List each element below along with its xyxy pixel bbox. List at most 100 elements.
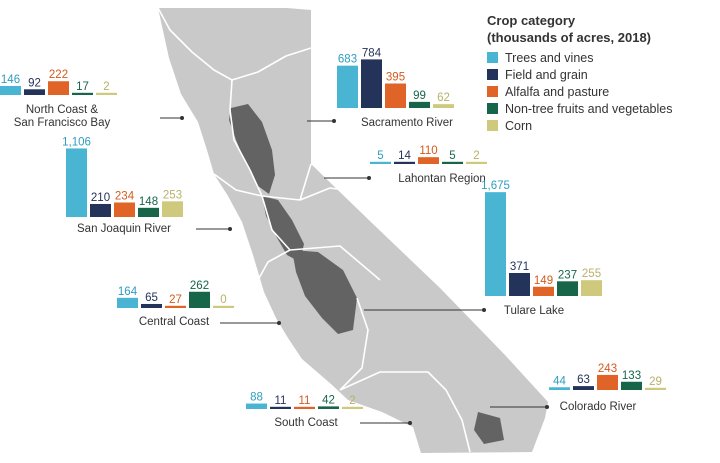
bar-value-label: 784 [362, 47, 382, 59]
region-label: San Francisco Bay [14, 117, 111, 129]
bar-value-label: 62 [437, 92, 450, 104]
region-label: San Joaquin River [77, 223, 171, 235]
bar [573, 386, 594, 390]
bar-value-label: 42 [322, 394, 335, 406]
legend-swatch [487, 103, 498, 114]
bar-value-label: 371 [510, 261, 529, 273]
farmland-san-joaquin-valley [262, 196, 304, 262]
region-boundaries [157, 7, 471, 453]
bar-value-label: 164 [118, 286, 138, 298]
bar-value-label: 222 [49, 69, 68, 81]
bar-value-label: 88 [250, 392, 263, 404]
bar-value-label: 210 [91, 192, 110, 204]
bar-value-label: 395 [386, 72, 405, 84]
bar-value-label: 99 [413, 90, 426, 102]
bar-value-label: 683 [338, 54, 357, 66]
farmland-sacramento-valley [229, 104, 275, 194]
legend-title-line2: (thousands of acres, 2018) [487, 30, 651, 45]
region-chart-sacramento-river: 683 784 395 99 62 Sacramento River [337, 47, 454, 129]
bar [433, 104, 454, 108]
bar-value-label: 17 [76, 81, 89, 93]
bar [114, 202, 135, 217]
bar [509, 272, 530, 296]
bar [24, 89, 45, 95]
leader-lines [160, 116, 549, 425]
bar [394, 161, 415, 164]
legend-label: Field and grain [505, 67, 588, 82]
bar-value-label: 0 [220, 294, 226, 306]
region-chart-san-joaquin-river: 1,106 210 234 148 253 San Joaquin River [62, 136, 183, 235]
region-label: Lahontan Region [398, 173, 486, 185]
bar-value-label: 14 [398, 150, 411, 162]
legend-label: Alfalfa and pasture [505, 84, 610, 99]
region-label: North Coast & [26, 104, 99, 116]
legend-item-alfalfa-and-pasture: Alfalfa and pasture [487, 83, 719, 100]
bar [597, 374, 618, 390]
farmland-tulare-basin [292, 250, 357, 334]
legend-label: Corn [505, 118, 533, 133]
leader-dot [408, 421, 412, 425]
bar [165, 305, 186, 308]
bar-value-label: 11 [275, 395, 287, 407]
bar [581, 280, 602, 296]
bar [48, 81, 69, 95]
bar-value-label: 237 [558, 269, 577, 281]
legend-item-trees-and-vines: Trees and vines [487, 49, 719, 66]
bar [90, 203, 111, 217]
legend-title-line1: Crop category [487, 13, 576, 28]
bar [621, 381, 642, 390]
legend-item-non-tree-fruits: Non-tree fruits and vegetables [487, 100, 719, 117]
bar [557, 281, 578, 296]
bar [418, 157, 439, 164]
bar-value-label: 44 [553, 375, 566, 387]
leader-dot [277, 321, 281, 325]
farmland-imperial-valley [474, 412, 504, 444]
bar [213, 305, 234, 308]
bar-value-label: 110 [419, 145, 437, 157]
bar [66, 148, 87, 217]
leader-dot [367, 176, 371, 180]
bar-value-label: 133 [622, 370, 641, 382]
bar-value-label: 146 [1, 74, 20, 86]
bar-value-label: 29 [649, 376, 662, 388]
legend-label: Non-tree fruits and vegetables [505, 101, 673, 116]
legend-swatch [487, 52, 498, 63]
bar [342, 406, 363, 409]
bar-value-label: 92 [28, 77, 41, 89]
leader-dot [332, 119, 336, 123]
bar [466, 161, 487, 164]
legend-swatch [487, 120, 498, 131]
bar-value-label: 243 [598, 363, 617, 375]
bar [370, 161, 391, 164]
bar-value-label: 5 [449, 150, 455, 162]
bar-value-label: 1,675 [481, 180, 510, 192]
legend: Crop category (thousands of acres, 2018)… [487, 12, 719, 134]
bar [138, 207, 159, 217]
bar-value-label: 255 [582, 268, 601, 280]
bar [318, 406, 339, 409]
bar [442, 161, 463, 164]
bar [189, 291, 210, 308]
bar-value-label: 11 [299, 395, 311, 407]
region-chart-lahontan-region: 5 14 110 5 2 Lahontan Region [370, 145, 487, 185]
region-chart-tulare-lake: 1,675 371 149 237 255 Tulare Lake [481, 180, 602, 317]
region-label: Tulare Lake [504, 305, 564, 317]
bar [72, 92, 93, 95]
leader-dot [180, 116, 184, 120]
bar [485, 192, 506, 296]
bar [533, 286, 554, 296]
region-chart-north-coast-san-francisco-bay: 146 92 222 17 2 North Coast &San Francisco Ba… [0, 69, 117, 129]
bar [361, 59, 382, 108]
bar-value-label: 2 [473, 150, 479, 162]
bar-value-label: 5 [377, 150, 383, 162]
region-label: South Coast [274, 417, 338, 429]
legend-item-field-and-grain: Field and grain [487, 66, 719, 83]
region-chart-south-coast: 88 11 11 42 2 South Coast [246, 392, 363, 429]
bar-value-label: 253 [163, 189, 182, 201]
bar [162, 201, 183, 217]
bar-value-label: 65 [145, 292, 158, 304]
bar-value-label: 2 [103, 81, 109, 93]
region-bar-charts: 146 92 222 17 2 North Coast &San Francisco Ba… [0, 47, 666, 429]
legend-swatch [487, 69, 498, 80]
